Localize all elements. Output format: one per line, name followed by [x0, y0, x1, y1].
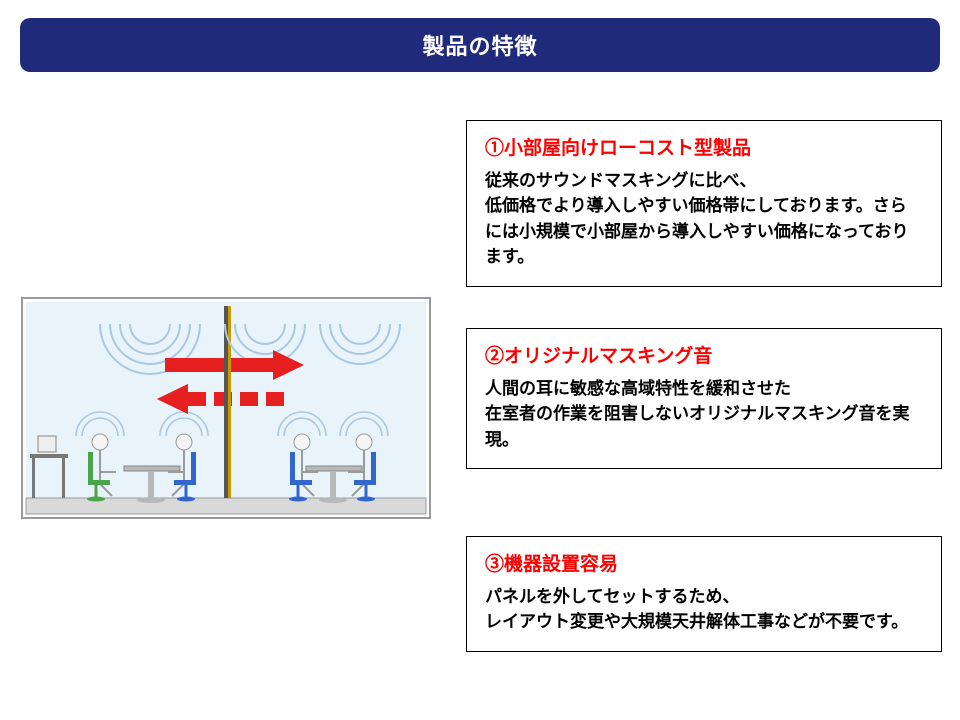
- feature-3-body: パネルを外してセットするため、 レイアウト変更や大規模天井解体工事などが不要です…: [485, 584, 923, 635]
- feature-1-heading: ①小部屋向けローコスト型製品: [485, 137, 923, 162]
- sound-masking-diagram: [20, 296, 432, 520]
- page-title: 製品の特徴: [422, 29, 537, 61]
- feature-2-body: 人間の耳に敏感な高域特性を緩和させた 在室者の作業を阻害しないオリジナルマスキン…: [485, 376, 923, 453]
- feature-3-heading: ③機器設置容易: [485, 553, 923, 578]
- title-bar: 製品の特徴: [20, 18, 940, 72]
- feature-box-1: ①小部屋向けローコスト型製品 従来のサウンドマスキングに比べ、 低価格でより導入…: [466, 120, 942, 287]
- feature-box-3: ③機器設置容易 パネルを外してセットするため、 レイアウト変更や大規模天井解体工…: [466, 536, 942, 652]
- feature-box-2: ②オリジナルマスキング音 人間の耳に敏感な高域特性を緩和させた 在室者の作業を阻…: [466, 328, 942, 469]
- feature-1-body: 従来のサウンドマスキングに比べ、 低価格でより導入しやすい価格帯にしております。…: [485, 168, 923, 270]
- feature-2-heading: ②オリジナルマスキング音: [485, 345, 923, 370]
